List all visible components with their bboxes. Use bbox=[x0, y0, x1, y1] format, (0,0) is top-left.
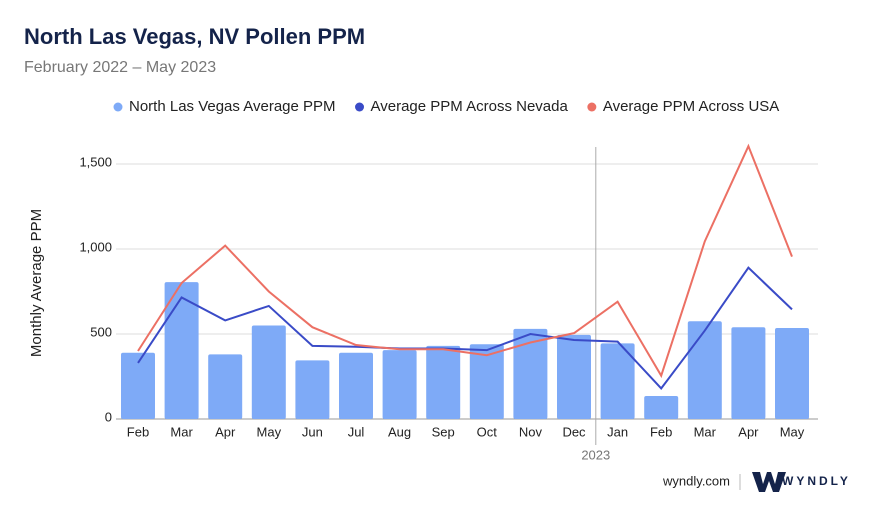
y-tick-label: 500 bbox=[90, 324, 112, 339]
x-tick-label: Dec bbox=[562, 424, 586, 439]
bar bbox=[469, 344, 504, 419]
x-tick-label: Apr bbox=[215, 424, 236, 439]
y-axis-label: Monthly Average PPM bbox=[28, 209, 45, 357]
bar bbox=[208, 354, 243, 419]
bar bbox=[600, 343, 635, 419]
brand: WYNDLY bbox=[782, 474, 851, 488]
y-tick-label: 1,000 bbox=[79, 239, 112, 254]
x-tick-label: Jul bbox=[348, 424, 365, 439]
legend-label: Average PPM Across Nevada bbox=[371, 98, 569, 115]
chart-subtitle: February 2022 – May 2023 bbox=[24, 59, 216, 76]
bar bbox=[687, 321, 722, 419]
bar bbox=[121, 352, 155, 419]
bar bbox=[339, 352, 373, 419]
legend-label: North Las Vegas Average PPM bbox=[129, 98, 336, 115]
x-tick-label: Sep bbox=[432, 424, 455, 439]
bar bbox=[164, 282, 199, 419]
x-tick-label: May bbox=[780, 424, 805, 439]
bar bbox=[775, 328, 809, 419]
bar bbox=[426, 345, 461, 419]
chart-title: North Las Vegas, NV Pollen PPM bbox=[24, 24, 365, 49]
x-tick-label: Jun bbox=[302, 424, 323, 439]
bar bbox=[513, 328, 548, 419]
x-tick-label: Apr bbox=[738, 424, 759, 439]
y-tick-label: 1,500 bbox=[79, 154, 112, 169]
bar bbox=[251, 325, 286, 419]
x-tick-label: Oct bbox=[477, 424, 498, 439]
year-label: 2023 bbox=[581, 447, 610, 462]
brand-logo bbox=[752, 472, 786, 492]
legend-label: Average PPM Across USA bbox=[603, 98, 779, 115]
x-tick-label: Feb bbox=[650, 424, 672, 439]
x-tick-label: Mar bbox=[170, 424, 193, 439]
bar bbox=[644, 396, 679, 419]
bar bbox=[731, 327, 766, 419]
legend-marker bbox=[587, 102, 597, 112]
legend-marker bbox=[113, 102, 123, 112]
line bbox=[137, 266, 793, 390]
source: wyndly.com bbox=[662, 473, 730, 488]
x-tick-label: May bbox=[257, 424, 282, 439]
legend-marker bbox=[355, 102, 365, 112]
x-tick-label: Nov bbox=[519, 424, 543, 439]
x-tick-label: Jan bbox=[607, 424, 628, 439]
x-tick-label: Aug bbox=[388, 424, 411, 439]
bar bbox=[557, 334, 591, 419]
line bbox=[137, 143, 793, 379]
x-tick-label: Mar bbox=[694, 424, 717, 439]
bar bbox=[295, 360, 330, 419]
y-tick-label: 0 bbox=[105, 409, 112, 424]
bar bbox=[382, 350, 417, 419]
x-tick-label: Feb bbox=[127, 424, 149, 439]
